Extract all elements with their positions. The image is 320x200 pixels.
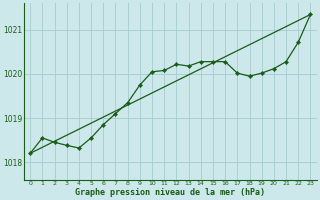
X-axis label: Graphe pression niveau de la mer (hPa): Graphe pression niveau de la mer (hPa) (75, 188, 265, 197)
